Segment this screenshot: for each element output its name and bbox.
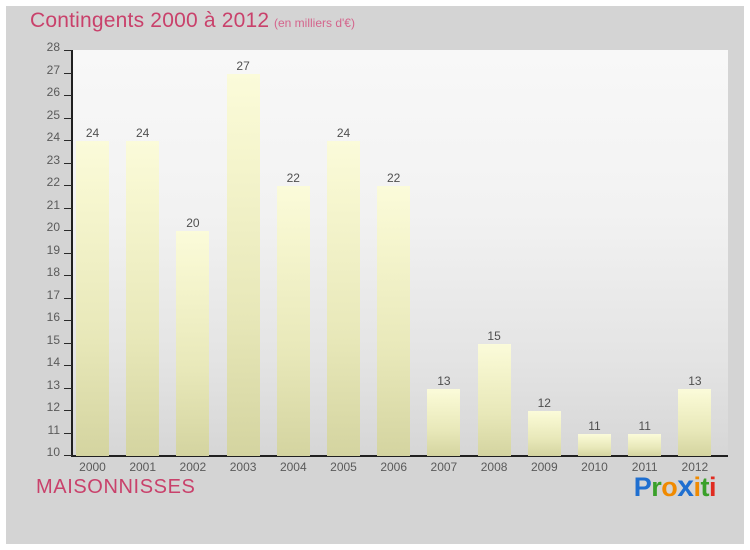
bar-value-label: 20 [186,216,200,230]
y-axis-tick-mark [64,72,72,74]
y-axis-tick-label: 11 [47,422,60,437]
y-axis-tick-label: 23 [46,152,60,167]
x-axis-tick-label: 2009 [530,460,558,474]
x-axis-tick-label: 2012 [681,460,709,474]
y-axis-line [71,50,73,457]
bar[interactable]: 13 [427,375,461,456]
y-axis-tick-label: 20 [46,220,60,234]
page-title: Contingents 2000 à 2012 [30,9,270,32]
x-axis-tick-label: 2002 [179,460,207,474]
bar[interactable]: 11 [628,420,662,456]
chart-subtitle: (en milliers d'€) [274,16,355,30]
y-axis-tick-label: 22 [46,175,60,189]
y-axis-tick-mark [64,252,72,254]
logo-letter: t [700,472,709,502]
y-axis-tick-label: 19 [46,242,60,257]
place-name: MAISONNISSES [36,476,196,498]
y-axis-tick-mark [64,162,72,164]
y-axis-tick-label: 15 [46,332,60,347]
bar[interactable]: 22 [276,172,310,456]
logo-letter: i [708,472,717,502]
y-axis-tick-mark [64,207,72,209]
x-axis-tick-label: 2007 [430,460,458,474]
chart-plot: 10 11 12 13 14 15 16 17 18 19 20 21 22 23 24 25 26 27 28 2… [47,41,728,474]
y-axis-tick-mark [64,410,72,411]
bar-value-label: 24 [336,126,351,140]
bar[interactable]: 12 [527,397,561,456]
y-axis-tick-label: 13 [46,377,60,392]
x-axis-tick-label: 2006 [380,460,408,474]
y-axis-tick-label: 24 [46,130,60,144]
bar-value-label: 24 [85,126,100,140]
y-axis-tick-label: 16 [46,310,60,324]
bar[interactable]: 22 [377,172,411,456]
bar[interactable]: 11 [578,420,611,456]
x-axis-tick-label: 2005 [330,460,357,474]
y-axis-tick-label: 27 [46,62,60,77]
bar[interactable]: 24 [126,127,160,456]
y-axis-tick-mark [64,185,72,186]
logo-letter: o [661,472,678,502]
y-axis-tick-mark [64,230,72,231]
bar[interactable]: 24 [327,127,360,456]
bar[interactable]: 24 [76,127,109,456]
chart-footer: MAISONNISSES Proxiti [6,466,744,544]
bar-value-label: 15 [487,328,501,343]
logo-letter: i [693,472,701,502]
bar[interactable]: 20 [176,217,210,456]
y-axis-tick-mark [64,387,72,389]
logo-letter: P [633,472,652,502]
x-axis-line [71,455,728,457]
bar[interactable]: 13 [678,375,712,456]
x-axis-tick-label: 2008 [480,460,508,474]
y-axis-tick-mark [64,365,72,366]
y-axis-tick-label: 17 [46,287,60,302]
y-axis-tick-mark [64,342,72,344]
y-axis-tick-label: 28 [46,40,60,54]
y-axis-tick-label: 18 [46,265,60,279]
y-axis-tick-mark [64,95,72,96]
chart-header: Contingents 2000 à 2012 (en milliers d'€… [6,6,744,40]
bar-value-label: 22 [387,171,401,185]
x-axis-tick-label: 2010 [581,460,608,474]
bar-value-label: 13 [437,373,451,388]
logo-letter: r [651,472,662,502]
y-axis-tick-mark [64,50,72,51]
x-axis-tick-label: 2001 [129,460,157,474]
y-axis-tick-mark [64,297,72,299]
y-axis-tick-mark [64,320,72,321]
y-axis-tick-mark [64,117,72,119]
proxiti-logo[interactable]: Proxiti [633,470,717,504]
bar-value-label: 12 [537,396,551,410]
y-axis-tick-mark [64,455,72,456]
bar-value-label: 27 [236,58,250,73]
bar[interactable]: 15 [477,330,511,456]
bar-value-label: 13 [688,373,702,388]
y-axis-tick-label: 26 [46,85,60,99]
logo-letter: x [677,470,694,503]
y-axis-tick-label: 14 [46,355,60,369]
bar-value-label: 11 [588,418,601,433]
x-axis-tick-label: 2003 [229,460,257,474]
bar-value-label: 11 [638,418,651,433]
y-axis-tick-mark [64,140,72,141]
y-axis-tick-label: 25 [46,107,60,122]
y-axis-tick-label: 10 [46,445,60,459]
y-axis-tick-label: 12 [46,400,60,414]
x-axis-tick-label: 2000 [79,460,106,474]
bar-value-label: 24 [136,126,150,140]
x-axis-tick-label: 2004 [279,460,307,474]
x-axis-tick-label: 2011 [631,460,658,474]
y-axis-tick-label: 21 [46,197,60,212]
bar-value-label: 22 [286,171,300,185]
bar[interactable]: 27 [226,60,260,456]
y-axis-tick-mark [64,275,72,276]
y-axis-tick-mark [64,432,72,434]
